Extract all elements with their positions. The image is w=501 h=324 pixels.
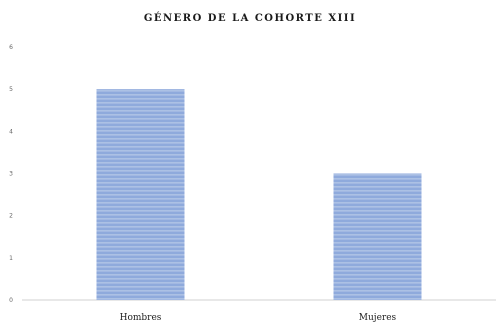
- category-labels: Hombres Mujeres: [120, 313, 397, 323]
- y-tick-label: 1: [9, 255, 13, 262]
- y-tick-label: 4: [9, 128, 13, 135]
- y-tick-label: 0: [9, 297, 13, 304]
- y-tick-label: 3: [9, 171, 13, 178]
- x-category-label: Mujeres: [359, 313, 397, 323]
- y-tick-label: 6: [9, 44, 13, 51]
- x-category-label: Hombres: [120, 313, 162, 323]
- y-tick-label: 5: [9, 86, 13, 93]
- y-tick-label: 2: [9, 213, 13, 220]
- bar: [96, 89, 185, 301]
- y-axis-ticks: 0 1 2 3 4 5 6: [9, 44, 13, 304]
- chart-title: GÉNERO DE LA COHORTE XIII: [144, 12, 356, 24]
- bar: [333, 173, 422, 300]
- bars: [96, 89, 422, 301]
